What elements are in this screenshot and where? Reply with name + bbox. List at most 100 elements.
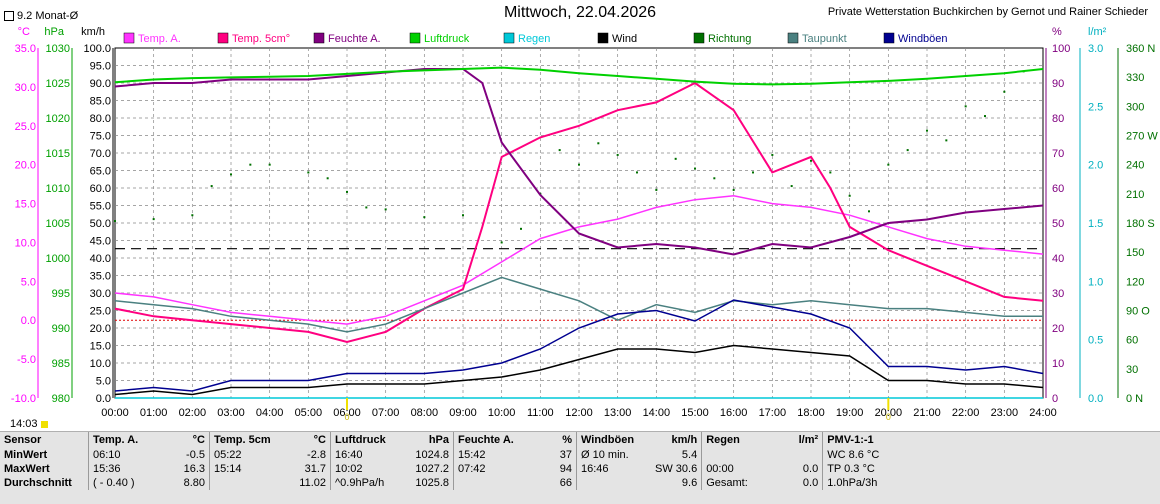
stats-panel: Sensor Temp. A. °C Temp. 5cm °C Luftdruck h… — [0, 431, 1160, 504]
dir-tick-label: 240 — [1126, 160, 1144, 172]
hpa-unit-label: hPa — [44, 26, 64, 38]
richtung-point — [462, 214, 464, 217]
kmh-tick-label: 100.0 — [83, 43, 111, 55]
stats-cell — [927, 462, 935, 476]
kmh-tick-label: 45.0 — [90, 236, 111, 248]
series-line-luftdruck — [114, 66, 1044, 86]
stats-col-title: Temp. 5cm — [209, 432, 288, 448]
stats-cell: -2.8 — [307, 449, 326, 461]
richtung-point — [558, 149, 561, 152]
stats-col-title: Regen — [701, 432, 779, 448]
richtung-point — [384, 208, 387, 211]
legend-label-feuchte: Feuchte A. — [328, 33, 381, 45]
x-tick-label: 21:00 — [913, 407, 941, 419]
richtung-point — [752, 171, 754, 174]
richtung-point — [906, 149, 909, 152]
temp-tick-label: 30.0 — [15, 82, 36, 94]
percent-tick-label: 90 — [1052, 78, 1064, 90]
current-time: 14:03 — [10, 418, 48, 430]
chart-grid — [114, 47, 1044, 399]
kmh-tick-label: 55.0 — [90, 201, 111, 213]
x-tick-label: 07:00 — [372, 407, 400, 419]
hpa-tick-label: 1015 — [46, 148, 70, 160]
rain-tick-label: 2.5 — [1088, 101, 1103, 113]
stats-cell: 37 — [559, 449, 572, 461]
stats-cell: 16:40 — [330, 448, 411, 462]
stats-cell — [778, 448, 823, 462]
stats-cell: WC 8.6 °C — [822, 448, 928, 462]
rain-tick-label: 2.0 — [1088, 160, 1103, 172]
kmh-tick-label: 90.0 — [90, 78, 111, 90]
weather-chart: 35.0 30.0 25.0 20.0 15.0 10.0 5.0 0.0 -5.0 -10.0 °… — [11, 26, 1158, 420]
legend-swatch-wind — [597, 32, 609, 44]
x-tick-label: 20:00 — [875, 407, 903, 419]
stats-row-label: MinWert — [4, 449, 48, 461]
richtung-point — [674, 157, 677, 160]
percent-tick-label: 60 — [1052, 183, 1064, 195]
current-time-marker-icon — [40, 420, 48, 428]
percent-tick-label: 20 — [1052, 323, 1064, 335]
stats-cell: 05:22 — [209, 448, 288, 462]
legend-swatch-windboeen — [883, 32, 895, 44]
richtung-point — [926, 129, 928, 132]
dir-tick-label: 210 — [1126, 189, 1144, 201]
stats-row-label: MaxWert — [4, 463, 50, 475]
richtung-point — [732, 188, 735, 191]
kmh-tick-label: 15.0 — [90, 341, 111, 353]
kmh-tick-label: 0.0 — [96, 393, 111, 405]
stats-col-unit: hPa — [428, 434, 449, 446]
x-tick-label: 14:00 — [643, 407, 671, 419]
dir-tick-label: 0 N — [1126, 393, 1143, 405]
rain-tick-label: 1.5 — [1088, 218, 1103, 230]
dir-tick-label: 90 O — [1126, 306, 1150, 318]
x-tick-label: 12:00 — [565, 407, 593, 419]
richtung-point — [191, 214, 194, 217]
percent-tick-label: 50 — [1052, 218, 1064, 230]
header-checkbox[interactable]: 9.2 Monat-Ø — [4, 10, 78, 22]
stats-header-row: Sensor Temp. A. °C Temp. 5cm °C Luftdruck h… — [0, 432, 935, 448]
stats-col-unit: °C — [313, 434, 326, 446]
dir-tick-label: 60 — [1126, 335, 1138, 347]
stats-cell: 16:46 — [576, 462, 651, 476]
stats-cell: 1024.8 — [415, 449, 449, 461]
richtung-point — [636, 171, 638, 174]
stats-col-unit: °C — [192, 434, 205, 446]
richtung-point — [1003, 90, 1006, 93]
x-tick-label: 04:00 — [256, 407, 284, 419]
richtung-point — [307, 171, 310, 174]
richtung-point — [597, 142, 600, 145]
checkbox-label: 9.2 Monat-Ø — [17, 10, 79, 22]
stats-cell: ( - 0.40 ) — [88, 476, 167, 490]
stats-col-title: Luftdruck — [330, 432, 411, 448]
legend-label-temp_5cm: Temp. 5cm° — [232, 33, 290, 45]
kmh-unit-label: km/h — [81, 26, 105, 38]
x-tick-label: 03:00 — [217, 407, 245, 419]
x-tick-label: 17:00 — [759, 407, 787, 419]
legend-label-wind: Wind — [612, 33, 637, 45]
series-line-temp_5cm — [114, 81, 1044, 344]
stats-cell: Gesamt: — [701, 476, 779, 490]
checkbox-icon[interactable] — [4, 11, 14, 22]
richtung-point — [114, 220, 116, 223]
stats-cell — [701, 448, 779, 462]
x-tick-label: 15:00 — [681, 407, 709, 419]
kmh-tick-label: 75.0 — [90, 131, 111, 143]
richtung-point — [829, 171, 832, 174]
legend-swatch-temp_a — [123, 32, 135, 44]
temp-tick-label: 10.0 — [15, 237, 36, 249]
kmh-tick-label: 30.0 — [90, 288, 111, 300]
hpa-tick-label: 995 — [52, 288, 70, 300]
series-line-feuchte — [114, 68, 1044, 256]
hpa-tick-label: 985 — [52, 358, 70, 370]
stats-col-title: Sensor — [4, 434, 42, 446]
stats-cell: 16.3 — [183, 463, 205, 475]
legend-label-luftdruck: Luftdruck — [424, 33, 470, 45]
hpa-tick-label: 1010 — [46, 183, 70, 195]
temp-tick-label: 15.0 — [15, 199, 36, 211]
stats-cell: 0.0 — [802, 477, 819, 489]
percent-tick-label: 40 — [1052, 253, 1064, 265]
hpa-tick-label: 1020 — [46, 113, 70, 125]
chart-axes: 35.0 30.0 25.0 20.0 15.0 10.0 5.0 0.0 -5.0 -10.0 °… — [11, 26, 1158, 405]
richtung-point — [868, 210, 870, 213]
stats-col-title: Feuchte A. — [453, 432, 534, 448]
